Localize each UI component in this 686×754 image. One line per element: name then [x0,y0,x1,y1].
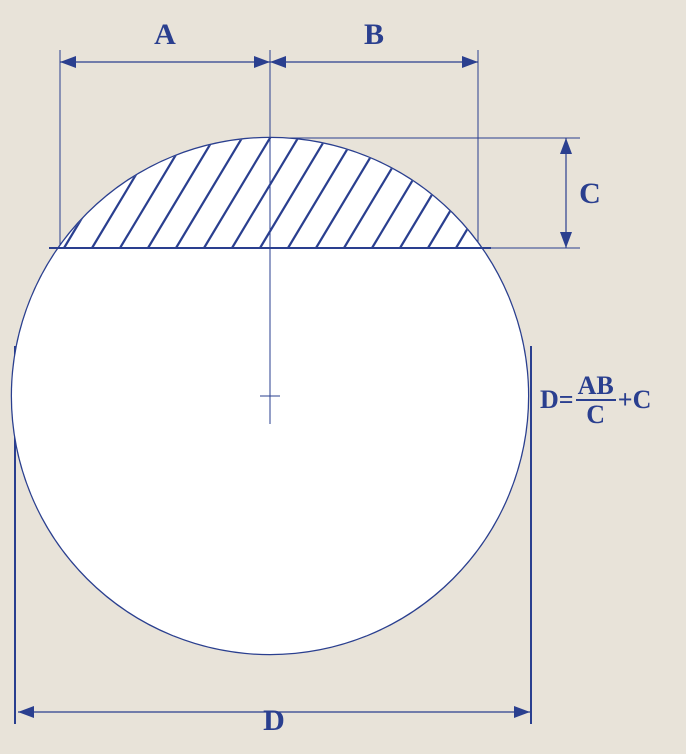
formula-numerator: AB [576,372,616,401]
label-c: C [579,177,601,210]
formula: D = AB C + C [540,372,651,429]
label-d: D [263,704,285,737]
label-b: B [364,18,384,51]
formula-lhs: D [540,385,559,415]
formula-rhs: C [633,385,652,415]
diagram-stage: ABCD D = AB C + C [0,0,686,754]
formula-fraction: AB C [576,372,616,429]
formula-plus: + [618,385,633,415]
formula-eq: = [559,385,574,415]
formula-denominator: C [584,401,607,428]
label-a: A [154,18,176,51]
